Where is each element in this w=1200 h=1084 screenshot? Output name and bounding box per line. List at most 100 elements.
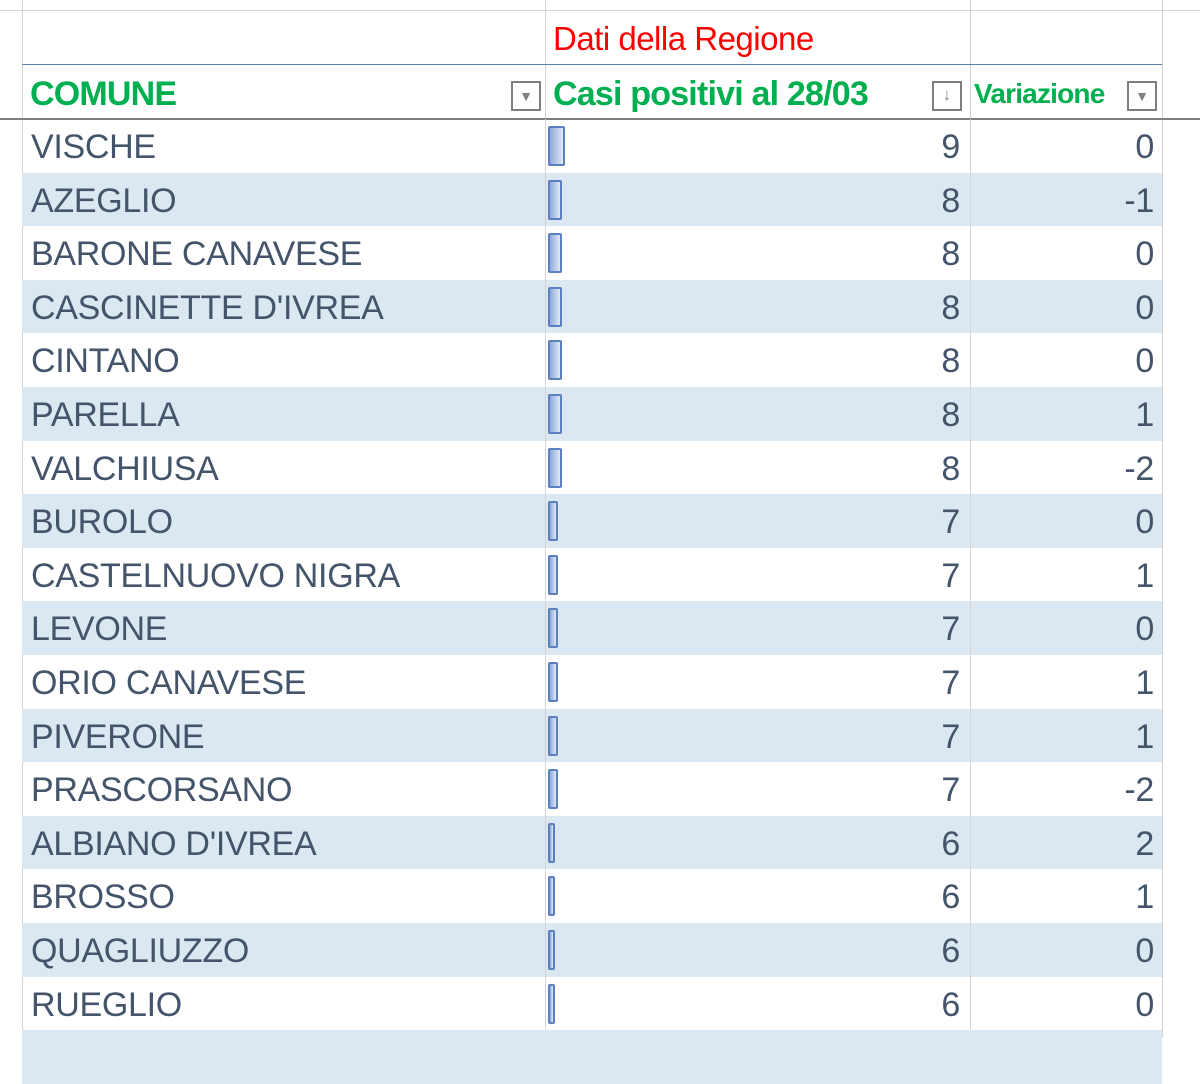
table-row[interactable]: AZEGLIO 8 -1 [22,172,1162,227]
data-bar [548,715,558,756]
comune-cell[interactable]: CASTELNUOVO NIGRA [31,556,400,595]
casi-cell[interactable]: 8 [941,288,960,327]
comune-cell[interactable]: PIVERONE [31,717,205,756]
casi-cell[interactable]: 8 [941,181,960,220]
comune-cell[interactable]: LEVONE [31,610,168,649]
table-row[interactable]: BUROLO 7 0 [22,494,1162,548]
comune-cell[interactable]: BARONE CANAVESE [31,235,363,274]
table-row[interactable]: PRASCORSANO 7 -2 [22,762,1162,816]
casi-cell[interactable]: 8 [941,449,960,488]
header-comune: COMUNE [30,75,177,113]
variazione-cell[interactable]: 0 [1135,288,1154,327]
data-bar [548,608,558,649]
comune-cell[interactable]: VALCHIUSA [31,449,219,488]
comune-cell[interactable]: ALBIANO D'IVREA [31,824,317,863]
casi-cell[interactable]: 7 [941,610,960,649]
table-row[interactable]: CASTELNUOVO NIGRA 7 1 [22,547,1162,602]
variazione-cell[interactable]: 0 [1135,503,1154,542]
casi-cell[interactable]: 7 [941,503,960,542]
table-row[interactable]: ALBIANO D'IVREA 6 2 [22,815,1162,870]
casi-cell[interactable]: 7 [941,717,960,756]
casi-cell[interactable]: 7 [941,771,960,810]
variazione-cell[interactable]: 0 [1135,128,1154,166]
data-bar [548,286,562,327]
sort-descending-icon[interactable]: ↓ [932,81,962,111]
header-casi: Casi positivi al 28/03 [553,75,869,113]
grid-line [545,387,546,441]
grid-line [0,10,1200,11]
table-row[interactable]: CINTANO 8 0 [22,333,1162,387]
variazione-cell[interactable]: 1 [1135,396,1154,434]
variazione-cell[interactable]: 0 [1135,932,1154,970]
variazione-cell[interactable]: 0 [1135,342,1154,381]
variazione-cell[interactable]: -2 [1124,449,1154,488]
variazione-cell[interactable]: 1 [1135,664,1154,702]
grid-line [970,976,971,1031]
table-row[interactable]: CASCINETTE D'IVREA 8 0 [22,279,1162,334]
casi-cell[interactable]: 6 [941,932,960,970]
casi-cell[interactable]: 7 [941,664,960,702]
casi-cell[interactable]: 6 [941,985,960,1024]
grid-line [970,494,971,548]
grid-line [970,869,971,923]
table-row[interactable]: PIVERONE 7 1 [22,708,1162,763]
grid-line [545,923,546,977]
comune-cell[interactable]: PRASCORSANO [31,771,293,810]
comune-cell[interactable]: RUEGLIO [31,985,182,1024]
variazione-cell[interactable]: 1 [1135,556,1154,595]
table-row[interactable]: ORIO CANAVESE 7 1 [22,655,1162,709]
variazione-cell[interactable]: 0 [1135,610,1154,649]
comune-cell[interactable]: BUROLO [31,503,173,542]
grid-line [545,655,546,709]
grid-line [545,547,546,602]
grid-line [970,387,971,441]
group-title: Dati della Regione [553,20,814,57]
comune-cell[interactable]: PARELLA [31,396,180,434]
table-row[interactable]: QUAGLIUZZO 6 0 [22,923,1162,977]
comune-cell[interactable]: CASCINETTE D'IVREA [31,288,384,327]
variazione-cell[interactable]: 2 [1135,824,1154,863]
variazione-cell[interactable]: -1 [1124,181,1154,220]
variazione-cell[interactable]: -2 [1124,771,1154,810]
grid-line [545,279,546,334]
grid-line [970,815,971,870]
casi-cell[interactable]: 6 [941,878,960,917]
casi-cell[interactable]: 8 [941,235,960,274]
table-row[interactable] [22,1030,1162,1084]
data-bar [548,233,562,274]
casi-cell[interactable]: 6 [941,824,960,863]
variazione-cell[interactable]: 1 [1135,717,1154,756]
comune-cell[interactable]: BROSSO [31,878,175,917]
table-row[interactable]: BROSSO 6 1 [22,869,1162,923]
table-row[interactable]: LEVONE 7 0 [22,601,1162,655]
table-row[interactable]: RUEGLIO 6 0 [22,976,1162,1031]
table-row[interactable]: VISCHE 9 0 [22,119,1162,173]
comune-cell[interactable]: ORIO CANAVESE [31,664,307,702]
table-row[interactable]: BARONE CANAVESE 8 0 [22,226,1162,280]
grid-line [970,172,971,227]
variazione-cell[interactable]: 1 [1135,878,1154,917]
comune-cell[interactable]: VISCHE [31,128,156,166]
variazione-cell[interactable]: 0 [1135,985,1154,1024]
filter-dropdown-icon[interactable]: ▼ [511,81,541,111]
casi-cell[interactable]: 8 [941,396,960,434]
grid-line [545,226,546,280]
table-row[interactable]: PARELLA 8 1 [22,387,1162,441]
casi-cell[interactable]: 8 [941,342,960,381]
variazione-cell[interactable]: 0 [1135,235,1154,274]
grid-line [545,601,546,655]
grid-line [970,440,971,495]
data-bar [548,501,558,542]
table-row[interactable]: VALCHIUSA 8 -2 [22,440,1162,495]
grid-line [970,547,971,602]
comune-cell[interactable]: AZEGLIO [31,181,177,220]
filter-dropdown-icon[interactable]: ▼ [1127,81,1157,111]
comune-cell[interactable]: QUAGLIUZZO [31,932,250,970]
grid-line [970,923,971,977]
casi-cell[interactable]: 7 [941,556,960,595]
grid-line [970,708,971,763]
grid-line [545,815,546,870]
casi-cell[interactable]: 9 [941,128,960,166]
comune-cell[interactable]: CINTANO [31,342,180,381]
grid-line [970,333,971,387]
